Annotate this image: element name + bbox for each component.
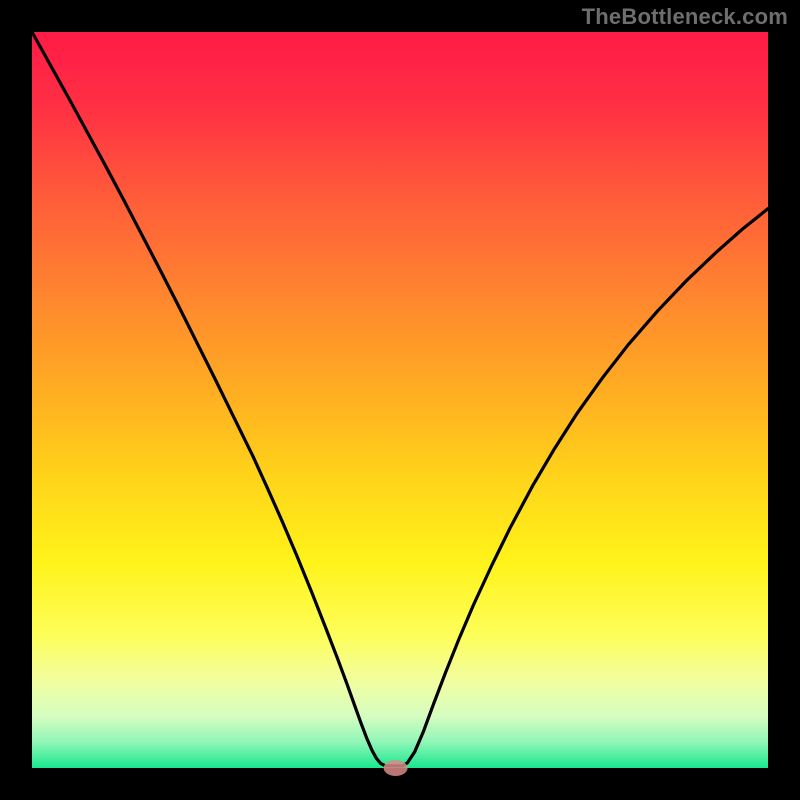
- watermark-text: TheBottleneck.com: [582, 4, 788, 30]
- plot-background: [32, 32, 768, 768]
- bottleneck-chart: [0, 0, 800, 800]
- chart-container: TheBottleneck.com: [0, 0, 800, 800]
- optimal-point-marker: [384, 760, 408, 776]
